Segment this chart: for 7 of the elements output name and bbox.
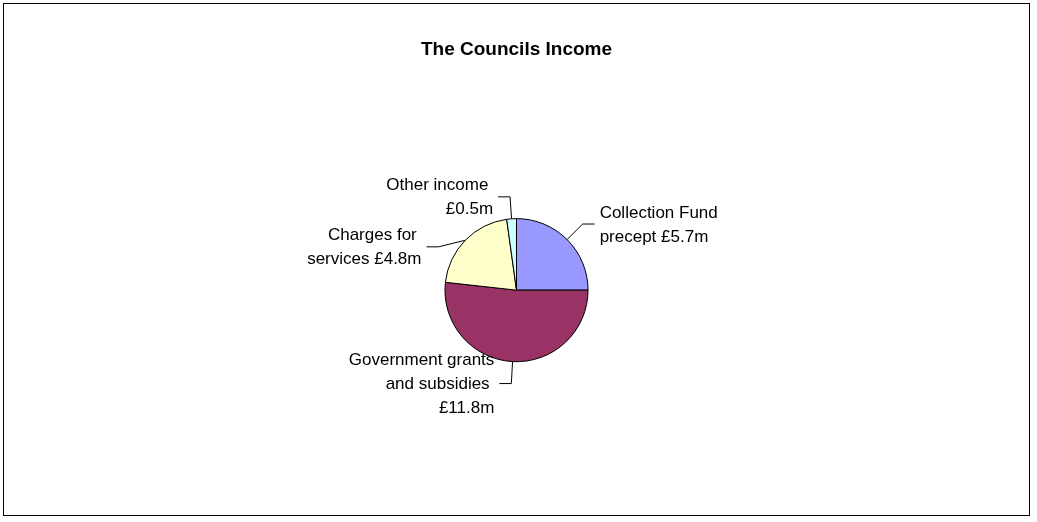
slice-label: Collection Fund precept £5.7m — [599, 202, 723, 246]
data-label: £0.5m — [445, 199, 494, 219]
chart-title: The Councils Income — [420, 38, 613, 59]
data-label: £11.8m — [438, 398, 495, 418]
slice-label: Charges for services £4.8m — [307, 225, 422, 269]
slice-label: Government grants and subsidies — [348, 350, 495, 394]
slice-label: Other income — [386, 175, 494, 195]
